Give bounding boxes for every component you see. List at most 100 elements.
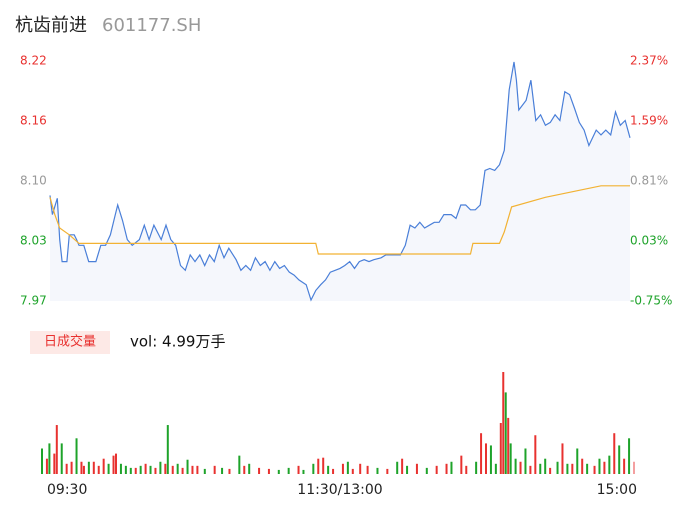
volume-bar: [341, 463, 344, 474]
volume-bar: [415, 463, 418, 474]
volume-bar: [70, 461, 73, 474]
volume-bar: [623, 458, 626, 474]
volume-bar: [576, 448, 579, 474]
volume-bar: [450, 461, 453, 474]
x-tick-label: 09:30: [47, 482, 87, 498]
y-tick-label: 7.97: [20, 294, 47, 308]
volume-bar: [561, 443, 564, 474]
volume-bar: [80, 461, 83, 474]
volume-bar: [159, 461, 162, 474]
price-line: [49, 61, 631, 302]
volume-bar: [322, 457, 325, 474]
volume-bar: [633, 461, 635, 474]
volume-bar: [55, 425, 58, 474]
volume-bar: [139, 465, 142, 474]
volume-bar: [519, 461, 522, 474]
volume-bar: [581, 458, 584, 474]
y2-tick-label: 0.03%: [630, 234, 668, 248]
y-tick-label: 8.16: [20, 114, 47, 128]
volume-label: 日成交量: [44, 334, 96, 350]
volume-bar: [539, 463, 542, 474]
volume-bar: [480, 433, 483, 474]
y2-tick-label: 0.81%: [630, 174, 668, 188]
y-tick-label: 8.22: [20, 54, 47, 68]
volume-bar: [494, 463, 497, 474]
volume-bar: [475, 461, 478, 474]
volume-bar: [332, 468, 335, 474]
volume-bar: [571, 463, 574, 474]
volume-bar: [534, 435, 537, 474]
volume-bar: [460, 455, 463, 474]
volume-bar: [191, 465, 194, 474]
volume-bar: [258, 467, 261, 474]
volume-bar: [302, 469, 305, 474]
volume-bar: [445, 463, 448, 474]
volume-bar: [228, 468, 231, 474]
volume-bar: [556, 461, 559, 474]
volume-bar: [586, 463, 589, 474]
volume-bar: [60, 443, 63, 474]
y2-tick-label: 1.59%: [630, 114, 668, 128]
y2-tick-label: -0.75%: [630, 294, 672, 308]
volume-bar: [287, 467, 290, 474]
x-tick-label: 15:00: [597, 482, 637, 498]
volume-bar: [243, 465, 246, 474]
volume-bar: [176, 463, 179, 474]
volume-bar: [509, 443, 512, 474]
volume-label-bg: [30, 331, 110, 354]
volume-bar: [134, 467, 137, 474]
volume-bar: [277, 469, 280, 474]
y2-tick-label: 2.37%: [630, 54, 668, 68]
volume-bar: [196, 465, 199, 474]
volume-bar: [92, 461, 95, 474]
volume-bar: [171, 465, 174, 474]
volume-bar: [549, 467, 552, 474]
volume-bar: [608, 455, 611, 474]
volume-bar: [186, 459, 189, 474]
volume-bar: [144, 463, 147, 474]
volume-bar: [166, 425, 169, 474]
volume-bar: [213, 465, 216, 474]
volume-bar: [435, 465, 438, 474]
volume-bar: [499, 423, 502, 474]
volume-bar: [613, 433, 616, 474]
volume-bar: [154, 467, 157, 474]
volume-bar: [107, 463, 110, 474]
volume-bar: [115, 453, 117, 474]
volume-bar: [75, 438, 78, 474]
volume-bar: [53, 453, 56, 474]
volume-bar: [401, 458, 404, 474]
average-line: [49, 185, 630, 255]
volume-bar: [97, 465, 100, 474]
volume-bar: [119, 463, 122, 474]
volume-bar: [544, 458, 547, 474]
volume-bar: [396, 461, 399, 474]
volume-bar: [112, 455, 115, 474]
volume-bar: [129, 467, 132, 474]
volume-bar: [48, 443, 51, 474]
volume-bar: [485, 443, 487, 474]
stock-code: 601177.SH: [102, 15, 201, 36]
price-area: [50, 62, 630, 301]
volume-bar: [507, 417, 510, 474]
volume-bar: [598, 458, 601, 474]
volume-bar: [359, 463, 362, 474]
x-tick-label: 11:30/13:00: [297, 482, 382, 498]
volume-bar: [297, 465, 300, 474]
volume-bar: [529, 465, 532, 474]
volume-bar: [238, 455, 241, 474]
volume-total: vol: 4.99万手: [130, 333, 225, 351]
volume-bar: [181, 467, 184, 474]
volume-bar: [149, 465, 152, 474]
volume-bar: [45, 458, 48, 474]
volume-bar: [102, 458, 105, 474]
volume-bar: [603, 461, 606, 474]
volume-bar: [489, 445, 492, 474]
volume-bar: [628, 438, 631, 474]
volume-bar: [425, 467, 428, 474]
volume-bar: [465, 465, 468, 474]
volume-bar: [312, 463, 315, 474]
volume-bar: [514, 458, 517, 474]
volume-bar: [82, 465, 85, 474]
